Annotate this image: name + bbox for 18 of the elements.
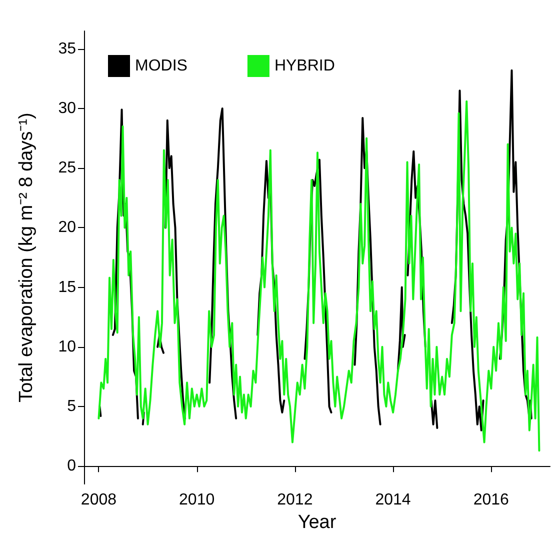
y-tick-label: 25: [58, 160, 76, 177]
y-tick-label: 10: [58, 338, 76, 356]
legend-label: HYBRID: [274, 58, 335, 74]
x-tick-label: 2016: [473, 492, 510, 508]
x-tick-label: 2008: [80, 492, 117, 508]
y-tick-label: 5: [67, 398, 76, 416]
x-tick-label: 2010: [179, 492, 215, 508]
y-tick-label: 30: [58, 100, 76, 117]
y-tick-label: 0: [67, 458, 76, 475]
y-axis-title: Total evaporation (kg m⁻² 8 days⁻¹): [16, 112, 37, 402]
y-tick-label: 35: [58, 40, 76, 58]
line-series: [98, 100, 540, 452]
legend-label: MODIS: [135, 58, 188, 74]
x-tick-label: 2014: [375, 492, 411, 508]
y-tick-label: 15: [58, 278, 76, 296]
x-axis-title: Year: [298, 512, 337, 533]
y-tick-label: 20: [58, 219, 76, 236]
x-tick-label: 2012: [277, 492, 313, 508]
